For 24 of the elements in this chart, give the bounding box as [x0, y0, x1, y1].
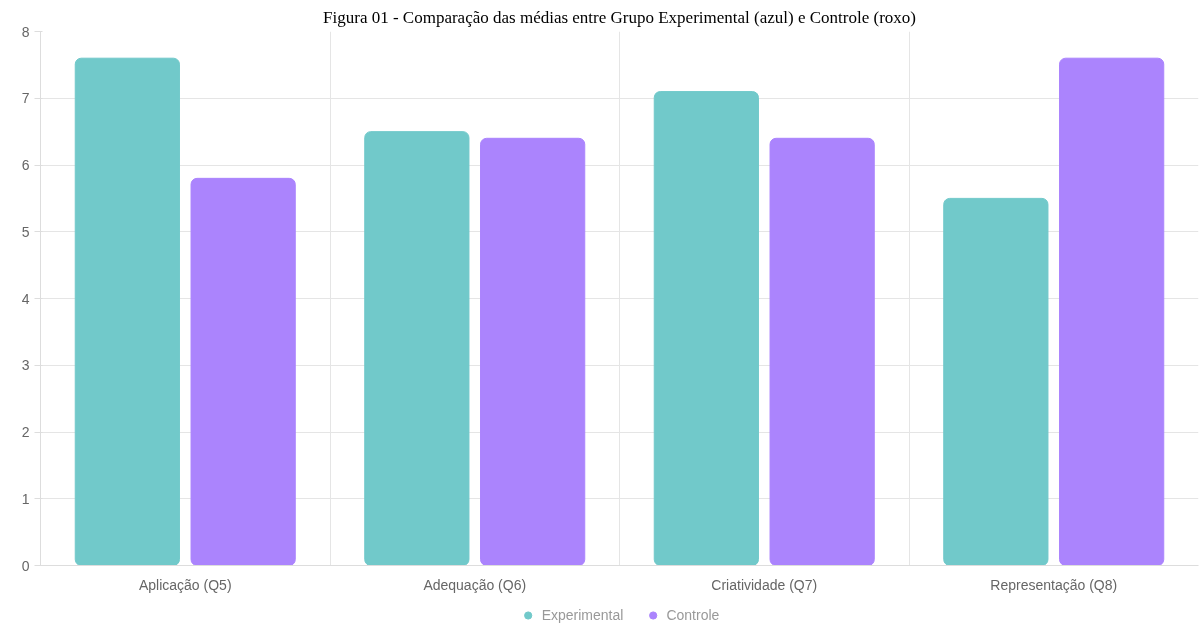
x-tick-label: Representação (Q8) — [990, 576, 1118, 593]
x-tick-label: Adequação (Q6) — [423, 576, 527, 593]
y-tick-label: 0 — [21, 557, 30, 574]
y-tick-label: 4 — [21, 290, 30, 307]
bar — [364, 131, 470, 566]
y-tick-label: 1 — [21, 490, 30, 507]
chart-title: Figura 01 - Comparação das médias entre Grupo Experimental (azul) e Controle (roxo) — [323, 7, 916, 27]
bar — [190, 177, 296, 566]
x-tick-label: Criatividade (Q7) — [711, 576, 818, 593]
y-tick-label: 6 — [21, 157, 30, 173]
y-tick-label: 2 — [21, 424, 30, 440]
legend-label: Experimental — [541, 607, 624, 623]
bar — [74, 57, 180, 566]
y-tick-label: 5 — [21, 223, 30, 240]
bar — [1059, 57, 1165, 566]
bar — [480, 137, 586, 566]
legend-label: Controle — [666, 607, 720, 623]
y-tick-label: 8 — [21, 23, 30, 40]
bar — [653, 91, 759, 566]
bar — [943, 197, 1049, 566]
bar — [769, 137, 875, 566]
y-tick-label: 7 — [21, 90, 30, 107]
y-tick-label: 3 — [21, 357, 30, 374]
x-tick-label: Aplicação (Q5) — [138, 576, 232, 593]
